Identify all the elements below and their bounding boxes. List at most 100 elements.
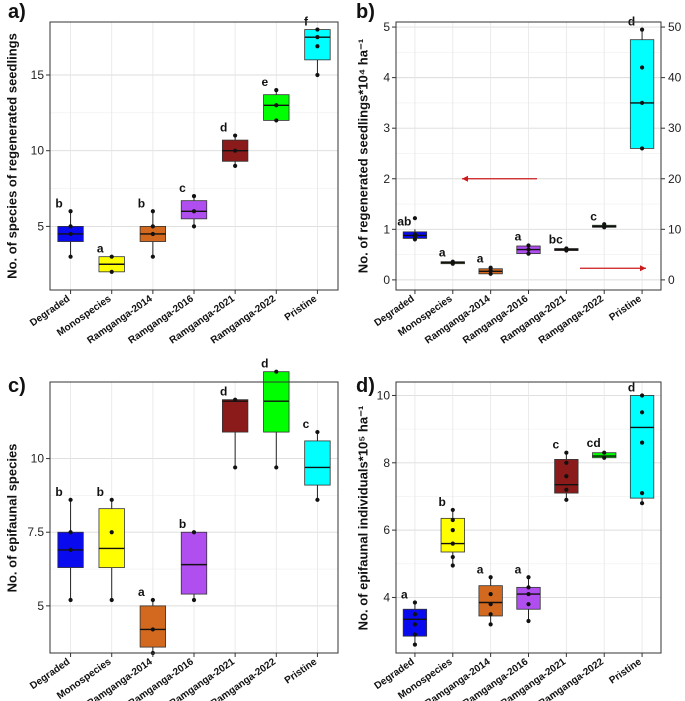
significance-letter: a bbox=[401, 588, 408, 602]
y-tick-label: 4 bbox=[383, 71, 390, 85]
data-point bbox=[526, 251, 531, 256]
y2-tick-label: 0 bbox=[668, 273, 675, 287]
y-axis-label: No. of epifaunal species bbox=[4, 444, 19, 593]
data-point bbox=[150, 209, 155, 214]
y-axis-label: No. of species of regenerated seedlings bbox=[4, 33, 19, 279]
data-point bbox=[233, 465, 238, 470]
data-point bbox=[315, 35, 320, 40]
data-point bbox=[639, 393, 645, 398]
data-point bbox=[191, 224, 197, 229]
significance-letter: a bbox=[477, 562, 484, 576]
data-point bbox=[526, 618, 531, 624]
data-point bbox=[233, 148, 238, 153]
data-point bbox=[109, 269, 114, 274]
significance-letter: a bbox=[439, 246, 446, 260]
data-point bbox=[602, 225, 607, 230]
significance-letter: a bbox=[138, 585, 145, 599]
data-point bbox=[450, 507, 455, 513]
significance-letter: d bbox=[628, 380, 635, 394]
significance-letter: c bbox=[303, 417, 310, 431]
y2-tick-label: 50 bbox=[668, 20, 682, 34]
data-point bbox=[150, 224, 155, 229]
data-point bbox=[412, 612, 418, 617]
data-point bbox=[564, 487, 569, 492]
data-point bbox=[450, 541, 455, 546]
data-point bbox=[488, 602, 493, 607]
y2-tick-label: 30 bbox=[668, 121, 682, 135]
data-point bbox=[150, 597, 155, 603]
data-point bbox=[450, 517, 455, 523]
data-point bbox=[68, 254, 73, 259]
y-tick-label: 0 bbox=[383, 273, 390, 287]
x-tick-label: Pristine bbox=[283, 656, 320, 686]
significance-letter: bc bbox=[549, 233, 563, 247]
significance-letter: cd bbox=[587, 436, 601, 450]
data-point bbox=[526, 585, 531, 590]
data-point bbox=[526, 247, 531, 252]
y-axis-label: No. of epifaunal individuals*10⁵ ha⁻¹ bbox=[355, 406, 370, 631]
data-point bbox=[150, 231, 155, 237]
data-point bbox=[602, 222, 607, 227]
data-point bbox=[639, 440, 645, 445]
data-point bbox=[526, 591, 531, 597]
data-point bbox=[412, 600, 418, 605]
data-point bbox=[274, 88, 279, 93]
data-point bbox=[450, 563, 455, 568]
data-point bbox=[602, 450, 607, 455]
box bbox=[629, 39, 655, 149]
data-point bbox=[315, 72, 320, 78]
y-tick-label: 15 bbox=[31, 68, 45, 82]
x-tick-label: Ramganga-2016 bbox=[461, 293, 530, 346]
y2-tick-label: 40 bbox=[668, 71, 682, 85]
data-point bbox=[68, 547, 73, 553]
y-axis-label: No. of regenerated seedlings*10⁴ ha⁻¹ bbox=[355, 39, 370, 273]
data-point bbox=[68, 597, 73, 603]
data-point bbox=[274, 118, 279, 123]
data-point bbox=[564, 246, 569, 251]
data-point bbox=[233, 133, 238, 138]
data-point bbox=[274, 103, 279, 108]
x-tick-label: Pristine bbox=[607, 656, 644, 686]
data-point bbox=[412, 216, 418, 221]
data-point bbox=[602, 455, 607, 460]
y-tick-label: 1 bbox=[383, 222, 390, 236]
x-tick-label: Ramganga-2014 bbox=[423, 293, 492, 346]
data-point bbox=[150, 627, 155, 632]
data-point bbox=[412, 622, 418, 627]
data-point bbox=[488, 591, 493, 597]
data-point bbox=[564, 497, 569, 502]
box bbox=[180, 531, 208, 595]
y2-tick-label: 20 bbox=[668, 172, 682, 186]
y-tick-label: 10 bbox=[31, 144, 45, 158]
box bbox=[304, 440, 331, 486]
data-point bbox=[639, 501, 645, 506]
y-tick-label: 4 bbox=[383, 590, 390, 604]
panel-label: d) bbox=[356, 375, 375, 397]
y-tick-label: 5 bbox=[383, 20, 390, 34]
significance-letter: d bbox=[220, 385, 227, 399]
box bbox=[139, 605, 167, 648]
data-point bbox=[191, 597, 197, 603]
data-point bbox=[488, 268, 493, 273]
significance-letter: b bbox=[439, 495, 446, 509]
box bbox=[263, 94, 290, 121]
significance-letter: b bbox=[55, 485, 62, 499]
data-point bbox=[488, 622, 493, 627]
y-tick-label: 8 bbox=[383, 456, 390, 470]
data-point bbox=[639, 490, 645, 496]
box bbox=[263, 371, 290, 433]
panel-label: a) bbox=[8, 1, 26, 23]
left-axis-arrow-head bbox=[462, 175, 468, 182]
data-point bbox=[488, 265, 493, 270]
x-tick-label: Ramganga-2022 bbox=[209, 656, 278, 701]
right-axis-arrow-head bbox=[640, 265, 646, 272]
data-point bbox=[639, 100, 645, 106]
significance-letter: b bbox=[179, 517, 186, 531]
significance-letter: d bbox=[220, 121, 227, 135]
data-point bbox=[109, 254, 114, 259]
significance-letter: a bbox=[515, 229, 522, 243]
